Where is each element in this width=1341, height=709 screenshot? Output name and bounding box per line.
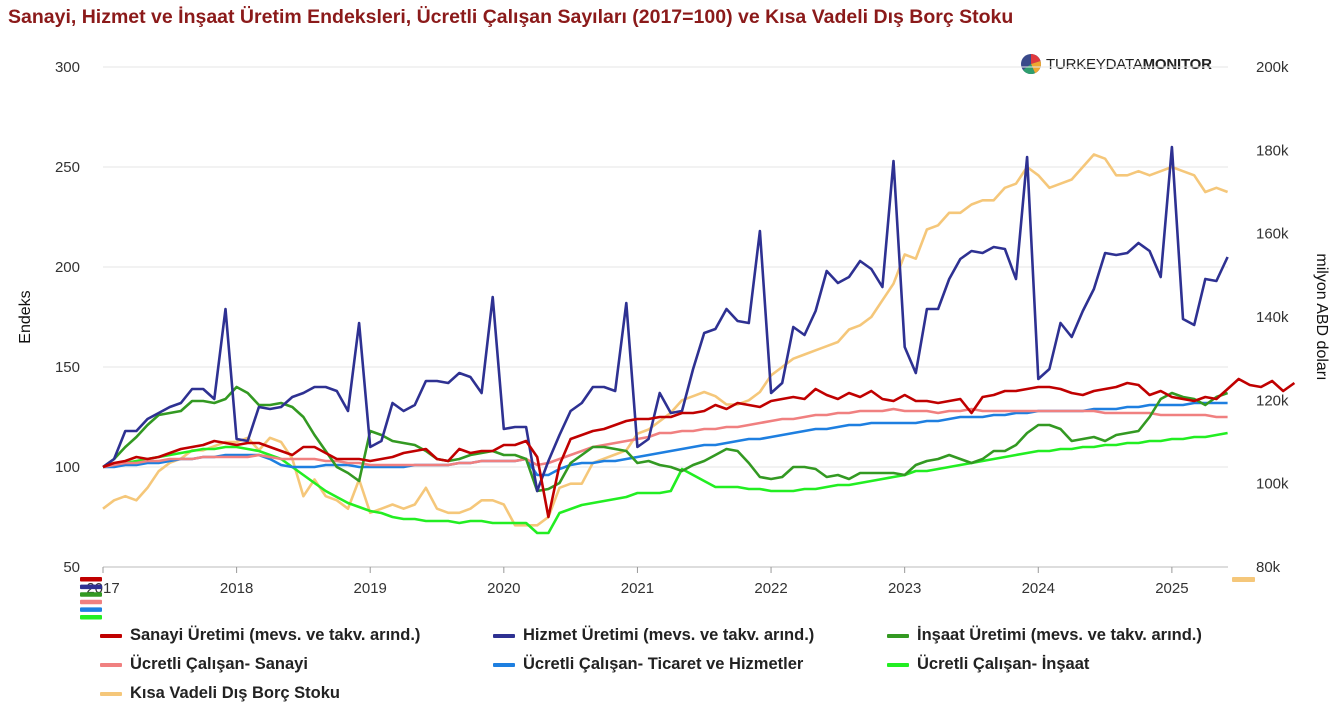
y-tick-label: 100	[55, 459, 80, 476]
series-line	[102, 145, 1229, 493]
left-axis-series-marker	[80, 615, 102, 620]
x-tick-label: 2024	[1022, 580, 1055, 597]
y-tick-label: 250	[55, 159, 80, 176]
y-axis-right: 200k 180k 160k 140k 120k 100k 80k	[1256, 59, 1289, 576]
legend-item[interactable]: İnşaat Üretimi (mevs. ve takv. arınd.)	[887, 626, 1202, 645]
series-line	[102, 385, 1229, 493]
left-axis-series-marker	[80, 592, 102, 597]
left-axis-series-marker	[80, 607, 102, 612]
legend-label: İnşaat Üretimi (mevs. ve takv. arınd.)	[917, 626, 1202, 644]
x-tick-label: 2025	[1155, 580, 1188, 597]
series-line	[102, 153, 1229, 527]
y2-tick-label: 200k	[1256, 59, 1289, 76]
series-lines	[102, 145, 1296, 535]
y2-tick-label: 180k	[1256, 142, 1289, 159]
x-tick-label: 2021	[621, 580, 654, 597]
right-axis-series-marker	[1232, 577, 1255, 582]
y-tick-label: 300	[55, 59, 80, 76]
legend-swatch	[887, 633, 909, 638]
legend-item[interactable]: Ücretli Çalışan- Ticaret ve Hizmetler	[493, 655, 803, 674]
legend-swatch	[100, 691, 122, 696]
y-axis-title: Endeks	[17, 290, 34, 343]
series-line	[102, 407, 1228, 469]
y2-tick-label: 160k	[1256, 226, 1289, 243]
legend-swatch	[100, 662, 122, 667]
legend-item[interactable]: Ücretli Çalışan- Sanayi	[100, 655, 308, 674]
x-tick-label: 2022	[754, 580, 787, 597]
legend-label: Ücretli Çalışan- İnşaat	[917, 655, 1090, 673]
legend-item[interactable]: Sanayi Üretimi (mevs. ve takv. arınd.)	[100, 626, 420, 645]
legend-swatch	[493, 633, 515, 638]
y2-tick-label: 100k	[1256, 476, 1289, 493]
legend-label: Hizmet Üretimi (mevs. ve takv. arınd.)	[523, 626, 815, 644]
x-tick-label: 2019	[354, 580, 387, 597]
legend-swatch	[887, 662, 909, 667]
left-axis-series-marker	[80, 577, 102, 582]
brand-text-part2: MONITOR	[1142, 55, 1212, 73]
chart-title: Sanayi, Hizmet ve İnşaat Üretim Endeksle…	[8, 6, 1014, 28]
y-tick-label: 150	[55, 359, 80, 376]
brand-logo: TURKEYDATA MONITOR	[1020, 53, 1212, 75]
legend-label: Ücretli Çalışan- Ticaret ve Hizmetler	[523, 655, 804, 673]
legend-swatch	[100, 633, 122, 638]
y-axis-left: 300 250 200 150 100 50	[55, 59, 80, 576]
legend-label: Kısa Vadeli Dış Borç Stoku	[130, 684, 340, 702]
legend-item[interactable]: Kısa Vadeli Dış Borç Stoku	[100, 684, 340, 703]
y2-axis-title: milyon ABD doları	[1313, 253, 1330, 380]
x-axis: 2017 2018 2019 2020 2021 2022 2023 2024 2025	[86, 567, 1189, 597]
y-tick-label: 50	[63, 559, 80, 576]
x-tick-label: 2020	[487, 580, 520, 597]
legend-swatch	[493, 662, 515, 667]
legend-item[interactable]: Hizmet Üretimi (mevs. ve takv. arınd.)	[493, 626, 814, 645]
x-tick-label: 2023	[888, 580, 921, 597]
left-axis-series-marker	[80, 599, 102, 605]
y2-tick-label: 140k	[1256, 309, 1289, 326]
legend-item[interactable]: Ücretli Çalışan- İnşaat	[887, 655, 1089, 674]
legend-label: Sanayi Üretimi (mevs. ve takv. arınd.)	[130, 626, 421, 644]
series-line	[102, 377, 1296, 519]
brand-text-part1: TURKEYDATA	[1046, 55, 1143, 73]
y2-tick-label: 120k	[1256, 392, 1289, 409]
y-tick-label: 200	[55, 259, 80, 276]
legend-label: Ücretli Çalışan- Sanayi	[130, 655, 308, 673]
axis-series-markers	[80, 577, 1255, 620]
y2-tick-label: 80k	[1256, 559, 1281, 576]
left-axis-series-marker	[80, 584, 102, 590]
x-tick-label: 2018	[220, 580, 253, 597]
